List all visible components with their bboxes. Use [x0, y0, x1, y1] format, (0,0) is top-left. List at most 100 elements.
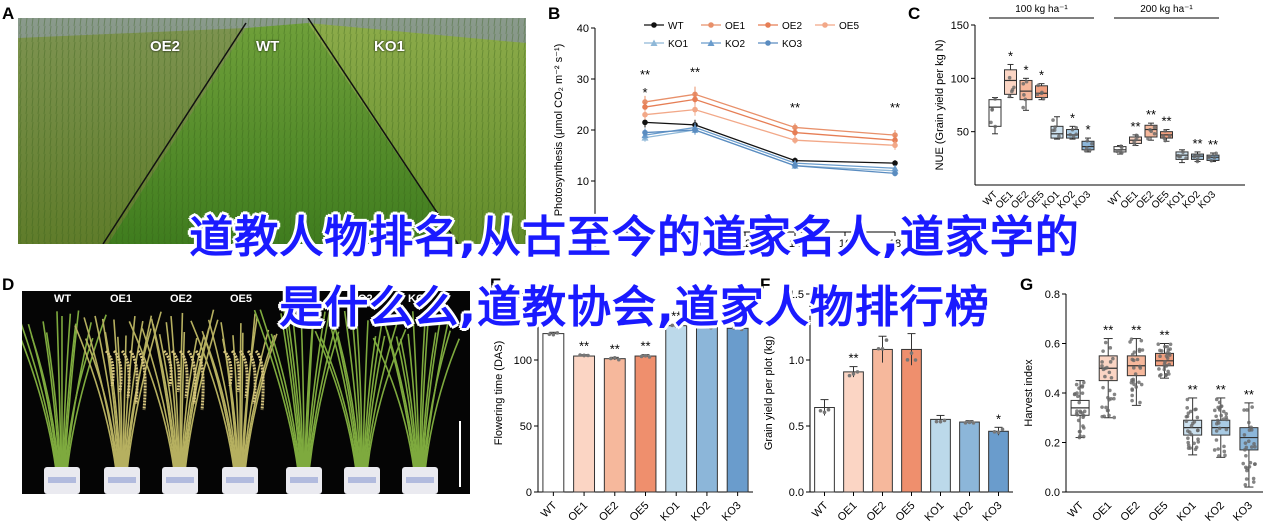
- chart-f-point: [942, 418, 947, 423]
- plant-oe2: [128, 309, 219, 494]
- svg-text:OE1: OE1: [725, 21, 745, 32]
- chart-b-point: [642, 129, 648, 136]
- chart-e-x-tick-label: OE5: [628, 500, 652, 524]
- chart-b-point: [692, 127, 698, 133]
- chart-e-point: [678, 324, 683, 328]
- chart-g-y-tick-label: 0.6: [1045, 339, 1060, 351]
- chart-c-box-ko2: [1066, 125, 1079, 140]
- chart-e-point: [639, 354, 644, 359]
- svg-text:KO1: KO1: [668, 39, 688, 50]
- chart-c-box-ko2: [1191, 151, 1204, 164]
- plant-ko1: [253, 308, 340, 494]
- chart-e-significance: **: [671, 308, 681, 323]
- plant-oe5: [190, 313, 278, 494]
- overlay-text-line-1: 道教人物排名,从古至今的道家名人,道家学的: [189, 212, 1080, 263]
- chart-c-y-tick-label: 50: [957, 127, 969, 139]
- chart-c-box-ko3: [1081, 137, 1095, 153]
- chart-f-significance: *: [996, 411, 1001, 426]
- chart-c-significance: **: [1146, 107, 1156, 122]
- svg-text:KO2: KO2: [725, 39, 745, 50]
- chart-e-point: [582, 353, 586, 358]
- chart-b-point: [892, 142, 898, 149]
- chart-e-point: [608, 356, 613, 361]
- chart-b-y-tick-label: 10: [577, 176, 589, 188]
- chart-e-point: [701, 324, 705, 328]
- chart-c-box-ko1: [1175, 149, 1189, 164]
- chart-b-legend-oe2: OE2: [758, 21, 802, 32]
- chart-g-harvest: 0.0 0.2 0.4 0.6 0.8 Harvest index WT ** OE1 ** OE2…: [1023, 289, 1263, 524]
- chart-f-point: [826, 407, 831, 412]
- chart-e-x-tick-label: WT: [539, 499, 560, 520]
- chart-g-box-ko2: [1211, 397, 1231, 458]
- chart-e-point: [547, 332, 552, 337]
- chart-f-bar-ko3: [988, 430, 1009, 493]
- chart-c-box-oe2: [1144, 122, 1158, 141]
- chart-b-significance: **: [640, 67, 650, 82]
- chart-c-box-wt: [1113, 144, 1127, 155]
- chart-f-point: [992, 430, 997, 434]
- chart-b-significance: *: [642, 85, 647, 100]
- chart-f-point: [909, 351, 914, 355]
- chart-g-significance: **: [1188, 382, 1198, 397]
- chart-b-y-tick-label: 0: [583, 227, 589, 239]
- chart-f-point: [855, 370, 860, 374]
- chart-c-nue: 50 100 150 NUE (Grain yield per kg N) 100 kg…: [934, 4, 1245, 211]
- chart-f-point: [880, 347, 885, 351]
- chart-b-photosynthesis: 0 10 20 30 40 Photosynthesis (μmol CO₂ m⁻² s⁻…: [553, 21, 901, 250]
- chart-f-point: [967, 420, 972, 425]
- chart-b-legend-wt: WT: [644, 21, 684, 32]
- svg-text:WT: WT: [668, 21, 684, 32]
- chart-e-point: [705, 324, 709, 329]
- panel-letter-e: E: [490, 275, 502, 294]
- chart-c-box-oe2: [1019, 77, 1033, 111]
- chart-c-significance: *: [1085, 122, 1090, 137]
- chart-b-point: [892, 160, 898, 166]
- chart-e-y-label: Flowering time (DAS): [493, 341, 505, 446]
- chart-f-bar-oe1: [843, 371, 864, 493]
- chart-b-x-tick-label: 16: [839, 238, 851, 250]
- chart-e-point: [674, 324, 679, 328]
- chart-g-significance: **: [1103, 323, 1113, 338]
- chart-e-significance: **: [579, 339, 589, 354]
- chart-b-line: [644, 108, 896, 146]
- chart-b-significance: **: [690, 64, 700, 79]
- plant-ko2: [314, 310, 407, 494]
- chart-f-significance: **: [848, 351, 858, 366]
- chart-f-point: [996, 430, 1001, 435]
- chart-b-legend-oe1: OE1: [701, 21, 745, 32]
- chart-e-x-tick-label: OE1: [566, 500, 590, 524]
- chart-g-box-ko1: [1183, 397, 1203, 456]
- chart-g-y-tick-label: 0.0: [1045, 487, 1060, 499]
- plant-label-ko1: KO1: [294, 293, 317, 305]
- chart-c-box-oe1: [1129, 133, 1142, 147]
- chart-c-y-tick-label: 150: [951, 20, 969, 32]
- chart-e-point: [731, 326, 736, 330]
- chart-g-y-tick-label: 0.2: [1045, 438, 1060, 450]
- svg-text:KO3: KO3: [782, 39, 802, 50]
- chart-b-point: [692, 106, 698, 113]
- chart-b-x-tick-label: 6: [592, 238, 598, 250]
- field-photo: OE2 WT KO1: [18, 18, 526, 244]
- chart-e-x-tick-label: OE2: [597, 500, 621, 524]
- chart-c-box-wt: [988, 97, 1002, 135]
- chart-b-x-tick-label: 14: [789, 238, 801, 250]
- chart-b-legend-ko3: KO3: [758, 39, 802, 50]
- chart-f-bar-ko2: [959, 421, 980, 493]
- chart-f-point: [851, 372, 856, 376]
- chart-b-x-label: Time: [735, 248, 755, 250]
- chart-f-x-tick-label: KO3: [981, 500, 1005, 524]
- chart-f-y-tick-label: 0.0: [789, 487, 804, 499]
- chart-b-x-tick-label: 10: [689, 238, 701, 250]
- chart-g-significance: **: [1131, 323, 1141, 338]
- chart-c-x-tick-label: KO3: [1196, 189, 1218, 211]
- chart-e-significance: **: [702, 310, 712, 325]
- chart-f-x-tick-label: OE5: [894, 500, 918, 524]
- plant-label-oe5: OE5: [230, 293, 253, 305]
- chart-c-significance: **: [1130, 119, 1140, 134]
- chart-g-y-label: Harvest index: [1023, 359, 1035, 427]
- chart-g-x-tick-label: KO3: [1231, 500, 1255, 524]
- chart-g-significance: **: [1159, 328, 1169, 343]
- chart-b-series-oe2: [642, 92, 898, 146]
- chart-b-y-label: Photosynthesis (μmol CO₂ m⁻² s⁻¹): [553, 44, 565, 217]
- chart-b-point: [792, 137, 798, 143]
